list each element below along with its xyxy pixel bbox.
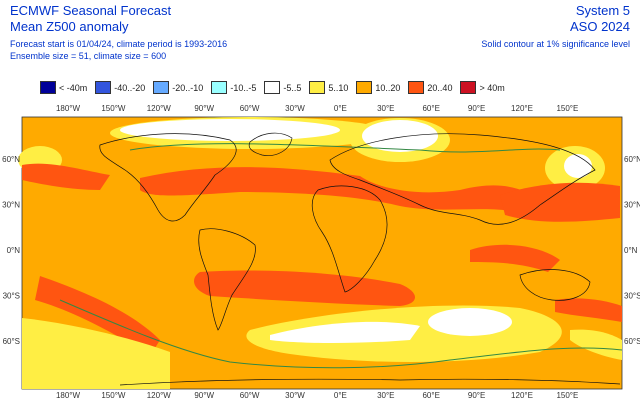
lon-label-bottom: 90°W — [194, 391, 214, 400]
wpacific-red — [500, 182, 620, 222]
lat-label-left: 30°S — [3, 292, 20, 301]
legend-item: -10..-5 — [211, 81, 256, 94]
lat-label-right: 30°N — [624, 201, 640, 210]
latitude-labels-right: 60°N 30°N 0°N 30°S 60°S — [624, 155, 640, 346]
legend-swatch — [40, 81, 56, 94]
lon-label-top: 0°E — [334, 104, 347, 113]
legend-label: -40..-20 — [114, 82, 146, 93]
legend-swatch — [153, 81, 170, 94]
lon-label-top: 150°E — [556, 104, 578, 113]
sig-contour-south — [59, 299, 623, 369]
npac-west-red — [22, 163, 110, 190]
legend-item: 20..40 — [408, 81, 452, 94]
legend-item: 10..20 — [356, 81, 400, 94]
legend-item: -20..-10 — [153, 81, 203, 94]
siberia-white — [362, 120, 438, 152]
lon-label-top: 60°E — [422, 104, 439, 113]
australia-outline — [519, 269, 591, 301]
lat-label-left: 0°N — [7, 246, 21, 255]
legend-label: 5..10 — [328, 82, 349, 93]
latitude-labels-left: 60°N 30°N 0°N 30°S 60°S — [2, 155, 20, 346]
legend-label: > 40m — [479, 82, 505, 93]
lat-label-right: 0°N — [624, 246, 638, 255]
africa-outline — [311, 185, 388, 293]
color-legend: < -40m -40..-20 -20..-10 -10..-5 -5..5 5..10 1… — [40, 81, 513, 94]
lon-label-top: 180°W — [56, 104, 81, 113]
lon-label-bottom: 90°E — [468, 391, 485, 400]
tasman-red — [555, 298, 622, 322]
lon-label-top: 90°W — [194, 104, 214, 113]
system-label: System 5 — [575, 3, 630, 18]
lon-label-bottom: 180°W — [56, 391, 81, 400]
lon-label-top: 120°E — [511, 104, 533, 113]
antarctica-outline — [119, 378, 621, 386]
lat-label-left: 60°N — [2, 155, 20, 164]
lon-label-top: 90°E — [468, 104, 485, 113]
lon-label-bottom: 30°W — [285, 391, 305, 400]
legend-swatch — [356, 81, 373, 94]
lon-label-top: 120°W — [147, 104, 172, 113]
legend-swatch — [309, 81, 326, 94]
legend-label: -10..-5 — [230, 82, 257, 93]
npacific-white — [564, 154, 592, 178]
lon-label-bottom: 120°E — [511, 391, 533, 400]
nh-midlat-red-band — [140, 167, 540, 212]
longitude-labels-top: 180°W 150°W 120°W 90°W 60°W 30°W 0°E 30°E 60°E 90… — [56, 104, 578, 113]
legend-label: 20..40 — [427, 82, 453, 93]
legend-item: 5..10 — [309, 81, 348, 94]
period-label: ASO 2024 — [570, 19, 630, 34]
legend-swatch — [460, 81, 477, 94]
lon-label-bottom: 60°E — [422, 391, 439, 400]
ensemble-info: Ensemble size = 51, climate size = 600 — [10, 51, 167, 61]
lon-label-bottom: 0°E — [334, 391, 347, 400]
longitude-labels-bottom: 180°W 150°W 120°W 90°W 60°W 30°W 0°E 30°E 60°E 90… — [56, 391, 578, 400]
legend-item: > 40m — [460, 81, 505, 94]
forecast-start-info: Forecast start is 01/04/24, climate peri… — [10, 39, 228, 49]
legend-label: -20..-10 — [172, 82, 204, 93]
greenland-outline — [248, 132, 293, 156]
legend-label: < -40m — [59, 82, 88, 93]
lat-label-right: 60°S — [624, 337, 640, 346]
indian-red — [470, 244, 560, 272]
so-east-yellow — [570, 329, 622, 360]
lon-label-bottom: 120°W — [147, 391, 172, 400]
legend-swatch — [408, 81, 425, 94]
arctic-white-band — [120, 119, 340, 141]
sh-subtropic-red — [194, 270, 415, 306]
lon-label-top: 30°W — [285, 104, 305, 113]
legend-swatch — [211, 81, 228, 94]
so-west-yellow — [22, 318, 170, 389]
forecast-title: ECMWF Seasonal Forecast — [10, 3, 172, 18]
lon-label-top: 30°E — [377, 104, 394, 113]
lon-label-top: 150°W — [101, 104, 126, 113]
lon-label-bottom: 30°E — [377, 391, 394, 400]
north-america-outline — [99, 133, 237, 222]
legend-item: -5..5 — [264, 81, 301, 94]
sig-contour-north — [129, 143, 561, 153]
south-america-outline — [198, 228, 256, 331]
significance-note: Solid contour at 1% significance level — [481, 39, 630, 49]
lon-label-top: 60°W — [240, 104, 260, 113]
eurasia-outline — [329, 133, 596, 225]
legend-label: 10..20 — [375, 82, 401, 93]
legend-item: -40..-20 — [95, 81, 145, 94]
lon-label-bottom: 60°W — [240, 391, 260, 400]
variable-subtitle: Mean Z500 anomaly — [10, 19, 129, 34]
lat-label-left: 60°S — [3, 337, 20, 346]
lon-label-bottom: 150°W — [101, 391, 126, 400]
legend-swatch — [264, 81, 281, 94]
legend-swatch — [95, 81, 112, 94]
lon-label-bottom: 150°E — [556, 391, 578, 400]
so-white-atlantic — [270, 321, 420, 343]
legend-label: -5..5 — [283, 82, 302, 93]
so-white-indian — [428, 308, 512, 336]
lat-label-right: 30°S — [624, 292, 640, 301]
lat-label-left: 30°N — [2, 201, 20, 210]
lat-label-right: 60°N — [624, 155, 640, 164]
legend-item: < -40m — [40, 81, 87, 94]
